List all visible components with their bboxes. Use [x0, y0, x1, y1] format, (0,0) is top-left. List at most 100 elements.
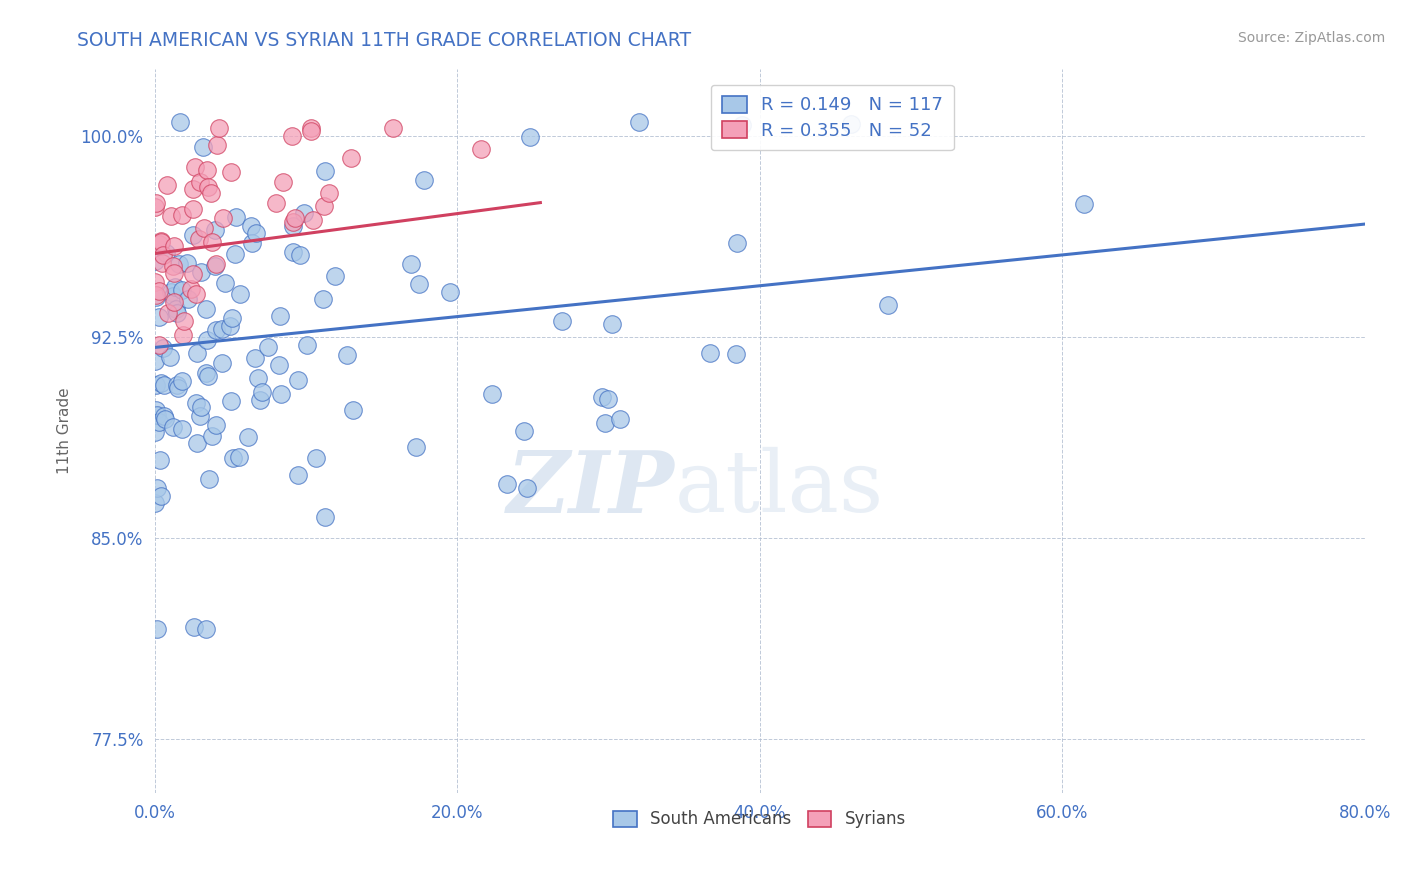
Point: [228, 450, 250, 464]
Point: [249, 392, 271, 407]
Point: [163, 266, 186, 280]
Point: [143, 354, 166, 368]
Point: [201, 429, 224, 443]
Point: [212, 211, 235, 225]
Point: [207, 138, 229, 153]
Point: [281, 215, 304, 229]
Point: [172, 374, 194, 388]
Point: [194, 622, 217, 636]
Text: ZIP: ZIP: [508, 447, 675, 530]
Point: [160, 285, 183, 299]
Point: [205, 257, 228, 271]
Point: [204, 259, 226, 273]
Point: [305, 451, 328, 466]
Point: [170, 208, 193, 222]
Point: [197, 368, 219, 383]
Point: [288, 248, 311, 262]
Point: [188, 175, 211, 189]
Point: [166, 306, 188, 320]
Point: [513, 425, 536, 439]
Point: [243, 351, 266, 366]
Point: [148, 310, 170, 324]
Point: [162, 260, 184, 274]
Point: [222, 450, 245, 465]
Point: [145, 622, 167, 636]
Point: [148, 415, 170, 429]
Point: [628, 115, 651, 129]
Point: [550, 314, 572, 328]
Point: [287, 467, 309, 482]
Point: [165, 302, 187, 317]
Point: [183, 620, 205, 634]
Point: [211, 322, 233, 336]
Point: [229, 286, 252, 301]
Point: [187, 232, 209, 246]
Point: [204, 323, 226, 337]
Point: [219, 394, 242, 409]
Point: [172, 328, 194, 343]
Point: [193, 221, 215, 235]
Point: [194, 366, 217, 380]
Point: [181, 181, 204, 195]
Point: [593, 416, 616, 430]
Point: [299, 124, 322, 138]
Point: [519, 130, 541, 145]
Point: [408, 277, 430, 291]
Point: [264, 195, 287, 210]
Point: [190, 265, 212, 279]
Point: [149, 376, 172, 390]
Text: SOUTH AMERICAN VS SYRIAN 11TH GRADE CORRELATION CHART: SOUTH AMERICAN VS SYRIAN 11TH GRADE CORR…: [77, 31, 692, 50]
Point: [155, 412, 177, 426]
Point: [173, 314, 195, 328]
Point: [224, 246, 246, 260]
Point: [269, 309, 291, 323]
Point: [412, 172, 434, 186]
Point: [284, 211, 307, 225]
Text: atlas: atlas: [675, 447, 884, 530]
Point: [165, 279, 187, 293]
Point: [340, 151, 363, 165]
Point: [143, 496, 166, 510]
Point: [170, 422, 193, 436]
Point: [143, 425, 166, 439]
Point: [312, 292, 335, 306]
Point: [399, 257, 422, 271]
Point: [149, 453, 172, 467]
Point: [195, 334, 218, 348]
Point: [150, 256, 173, 270]
Point: [166, 378, 188, 392]
Point: [292, 205, 315, 219]
Point: [204, 223, 226, 237]
Point: [153, 377, 176, 392]
Point: [240, 219, 263, 233]
Point: [163, 295, 186, 310]
Point: [281, 245, 304, 260]
Point: [148, 284, 170, 298]
Point: [160, 209, 183, 223]
Point: [193, 140, 215, 154]
Point: [149, 235, 172, 250]
Point: [201, 235, 224, 249]
Point: [184, 160, 207, 174]
Point: [240, 235, 263, 250]
Y-axis label: 11th Grade: 11th Grade: [58, 387, 72, 474]
Point: [1073, 197, 1095, 211]
Point: [314, 510, 336, 524]
Legend: South Americans, Syrians: South Americans, Syrians: [607, 804, 912, 835]
Point: [177, 292, 200, 306]
Point: [200, 186, 222, 201]
Text: Source: ZipAtlas.com: Source: ZipAtlas.com: [1237, 31, 1385, 45]
Point: [146, 481, 169, 495]
Point: [252, 384, 274, 399]
Point: [152, 248, 174, 262]
Point: [269, 358, 291, 372]
Point: [186, 435, 208, 450]
Point: [148, 338, 170, 352]
Point: [195, 163, 218, 178]
Point: [181, 227, 204, 242]
Point: [156, 178, 179, 193]
Point: [481, 387, 503, 401]
Point: [146, 408, 169, 422]
Point: [299, 120, 322, 135]
Point: [271, 175, 294, 189]
